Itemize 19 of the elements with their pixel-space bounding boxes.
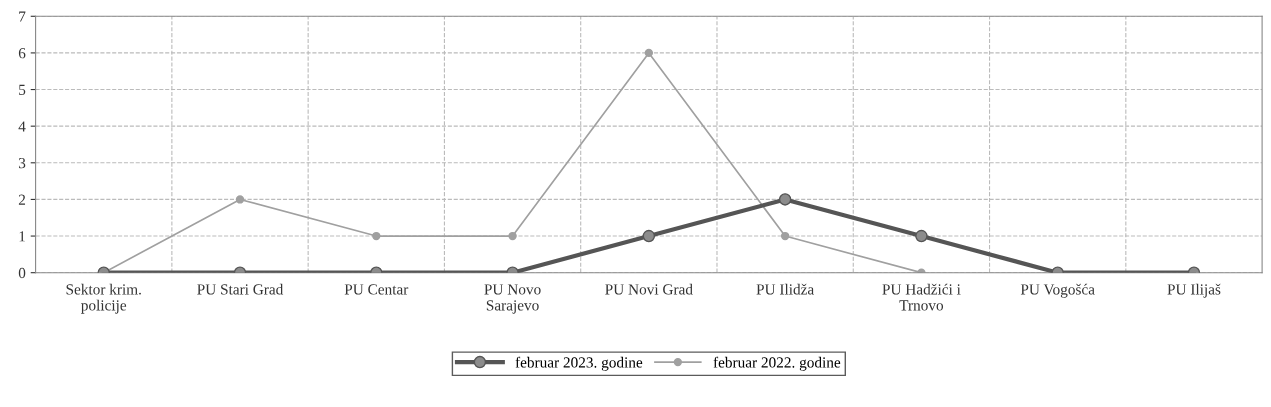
x-tick-label: Sektor krim. policije [66,283,141,314]
y-tick-label: 7 [19,11,26,22]
y-tick-label: 1 [19,231,25,242]
legend-label: februar 2023. godine [515,356,643,371]
y-tick-label: 2 [18,194,26,205]
x-tick-label: PU Ilijaš [1167,283,1221,298]
legend-label: februar 2022. godine [713,356,841,371]
x-tick-label: PU Novi Grad [605,283,693,295]
x-tick-label: PU Novo Sarajevo [484,284,541,314]
y-tick-label: 4 [18,121,26,132]
x-tick-label: PU Vogošća [1020,283,1095,298]
x-tick-label: PU Ilidža [756,283,814,295]
x-tick-label: PU Stari Grad [197,283,284,295]
y-tick-label: 6 [18,48,26,59]
x-tick-label: PU Hadžići i Trnovo [882,283,961,311]
x-tick-label: PU Centar [344,284,409,295]
y-tick-label: 3 [18,157,26,169]
y-tick-label: 5 [19,84,26,95]
y-tick-label: 0 [18,267,26,279]
